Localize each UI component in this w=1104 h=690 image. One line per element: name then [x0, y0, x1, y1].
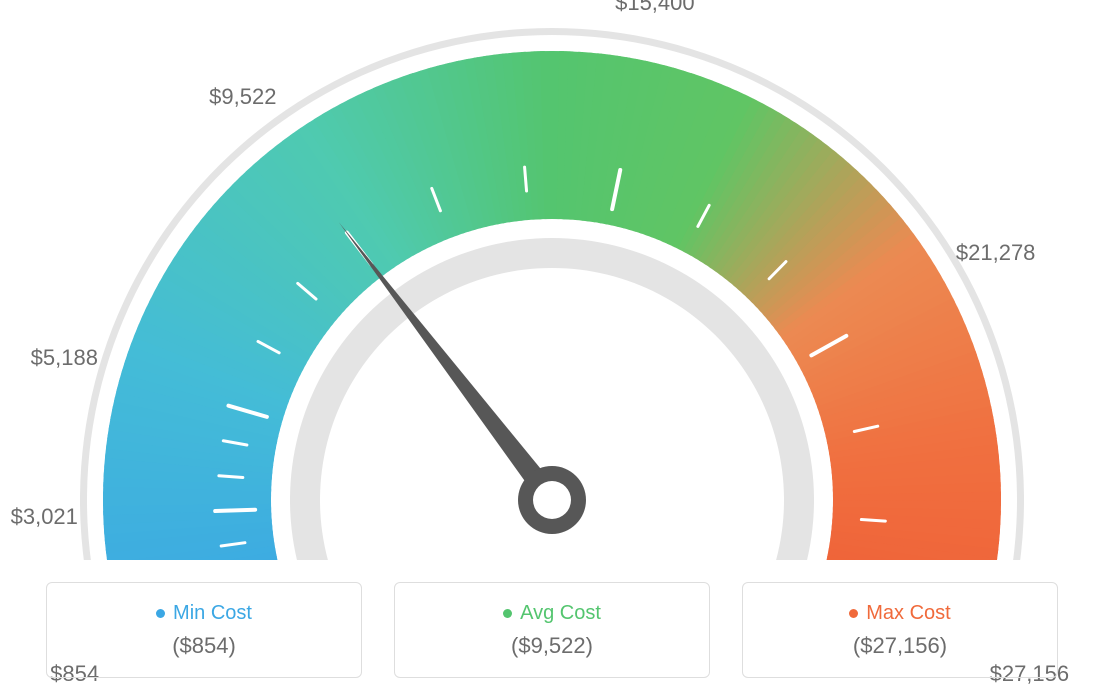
dot-icon [849, 609, 858, 618]
legend-title-min: Min Cost [173, 602, 252, 625]
legend-row: Min Cost ($854) Avg Cost ($9,522) Max Co… [0, 582, 1104, 678]
legend-top: Avg Cost [503, 602, 601, 625]
legend-card-min: Min Cost ($854) [46, 582, 362, 678]
gauge-svg [0, 0, 1104, 560]
dot-icon [503, 609, 512, 618]
gauge-tick-label: $9,522 [209, 84, 276, 110]
legend-top: Min Cost [156, 602, 252, 625]
dot-icon [156, 609, 165, 618]
gauge-tick-label: $21,278 [956, 240, 1036, 266]
legend-top: Max Cost [849, 602, 950, 625]
legend-value-max: ($27,156) [853, 633, 947, 659]
legend-value-min: ($854) [172, 633, 236, 659]
gauge-tick-label: $3,021 [11, 504, 78, 530]
legend-card-avg: Avg Cost ($9,522) [394, 582, 710, 678]
legend-card-max: Max Cost ($27,156) [742, 582, 1058, 678]
gauge-tick-label: $15,400 [615, 0, 695, 16]
legend-title-avg: Avg Cost [520, 602, 601, 625]
gauge-chart: $854$3,021$5,188$9,522$15,400$21,278$27,… [0, 0, 1104, 560]
legend-title-max: Max Cost [866, 602, 950, 625]
gauge-tick-label: $5,188 [31, 345, 98, 371]
legend-value-avg: ($9,522) [511, 633, 593, 659]
